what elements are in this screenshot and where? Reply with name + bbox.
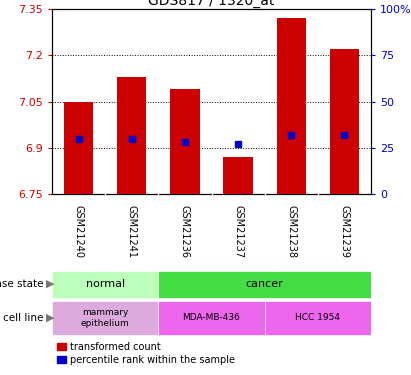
Text: ▶: ▶ — [46, 279, 54, 289]
Text: mammary
epithelium: mammary epithelium — [81, 308, 129, 328]
Text: HCC 1954: HCC 1954 — [296, 314, 340, 322]
Bar — [117, 77, 146, 194]
Text: GSM21240: GSM21240 — [74, 205, 83, 258]
Text: normal: normal — [85, 279, 125, 289]
Text: GSM21238: GSM21238 — [286, 205, 296, 258]
Bar — [158, 301, 265, 335]
Title: GDS817 / 1320_at: GDS817 / 1320_at — [148, 0, 275, 8]
Legend: transformed count, percentile rank within the sample: transformed count, percentile rank withi… — [57, 342, 236, 365]
Bar — [52, 270, 158, 297]
Bar — [224, 157, 253, 194]
Text: GSM21237: GSM21237 — [233, 205, 243, 258]
Text: ▶: ▶ — [46, 313, 54, 323]
Bar — [330, 49, 359, 194]
Bar — [52, 301, 158, 335]
Bar — [170, 89, 199, 194]
Text: cancer: cancer — [246, 279, 284, 289]
Bar — [158, 270, 371, 297]
Bar — [277, 18, 306, 194]
Text: cell line: cell line — [3, 313, 44, 323]
Text: GSM21239: GSM21239 — [339, 205, 349, 258]
Bar — [265, 301, 371, 335]
Text: GSM21241: GSM21241 — [127, 205, 137, 258]
Text: disease state: disease state — [0, 279, 44, 289]
Text: GSM21236: GSM21236 — [180, 205, 190, 258]
Bar — [64, 102, 93, 194]
Text: MDA-MB-436: MDA-MB-436 — [182, 314, 240, 322]
